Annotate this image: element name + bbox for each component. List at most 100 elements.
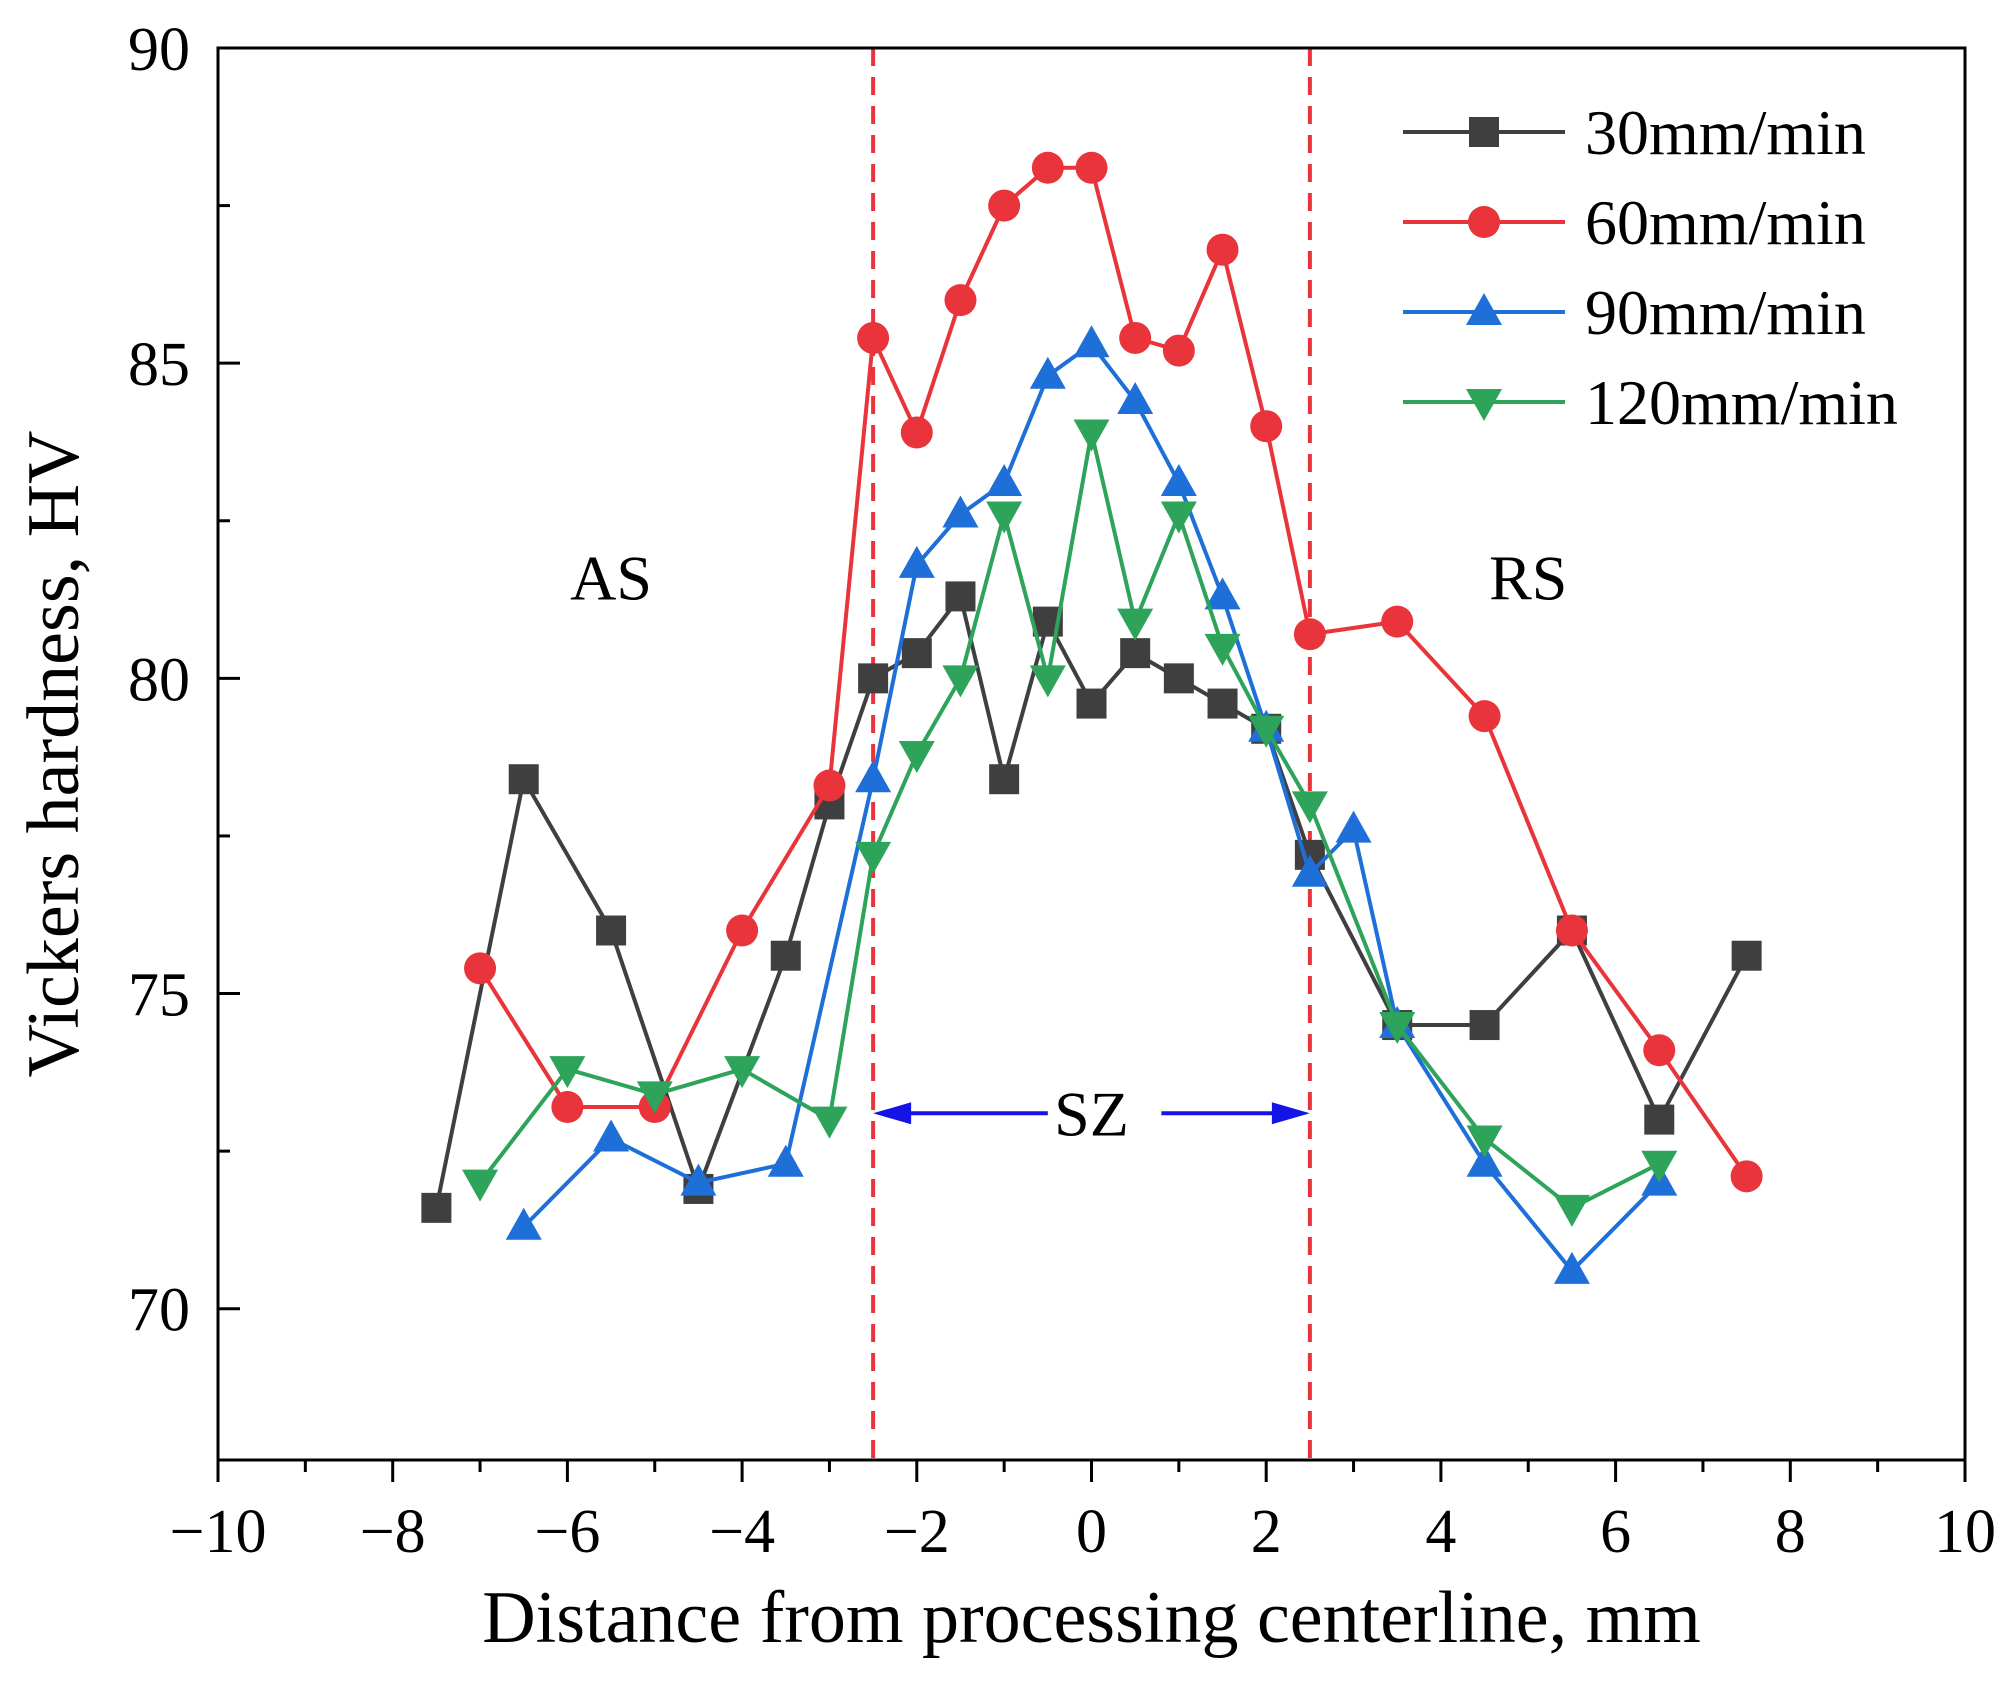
data-point	[1643, 1034, 1676, 1067]
data-point	[945, 581, 976, 612]
data-point	[900, 416, 933, 449]
legend-item: 120mm/min	[1403, 367, 1898, 438]
data-point	[857, 321, 890, 354]
legend-label: 30mm/min	[1585, 97, 1866, 168]
data-point	[1117, 382, 1154, 414]
data-point	[724, 1056, 761, 1089]
legend-item: 30mm/min	[1403, 97, 1866, 168]
data-point	[988, 189, 1021, 222]
y-tick-label: 90	[128, 16, 190, 84]
x-tick-label: 0	[1076, 1498, 1107, 1566]
annotation-sz: SZ	[1054, 1078, 1129, 1149]
data-point	[1553, 1194, 1590, 1227]
data-point	[680, 1163, 717, 1196]
data-point	[464, 952, 497, 985]
data-point	[1120, 638, 1151, 669]
annotation-as: AS	[570, 543, 652, 614]
data-point	[726, 914, 759, 947]
data-point	[551, 1091, 584, 1123]
data-point	[505, 1207, 542, 1240]
data-point	[1076, 688, 1107, 719]
y-tick-label: 70	[128, 1277, 190, 1345]
data-point	[549, 1056, 586, 1089]
data-point	[1468, 700, 1501, 733]
data-point	[1293, 618, 1326, 651]
data-point	[942, 665, 979, 698]
data-point	[1160, 501, 1197, 534]
data-point	[1206, 233, 1239, 266]
data-point	[767, 1144, 804, 1177]
x-tick-label: 4	[1425, 1498, 1456, 1566]
data-point	[1073, 325, 1110, 358]
data-point	[1381, 605, 1414, 638]
data-point	[944, 284, 977, 317]
data-point	[1335, 810, 1372, 843]
series-group	[421, 151, 1763, 1284]
data-point	[1555, 914, 1588, 947]
data-point	[1029, 665, 1066, 698]
data-point	[1730, 1160, 1763, 1193]
data-point	[1117, 608, 1154, 641]
data-point	[898, 545, 935, 578]
data-point	[1207, 688, 1238, 719]
data-point	[989, 764, 1020, 795]
legend-item: 60mm/min	[1403, 187, 1866, 258]
data-point	[1073, 419, 1110, 452]
data-point	[508, 764, 539, 795]
x-tick-label: −2	[884, 1498, 950, 1566]
data-point	[1469, 1010, 1500, 1041]
data-point	[1160, 463, 1197, 496]
x-axis-title: Distance from processing centerline, mm	[482, 1577, 1701, 1659]
data-point	[1553, 1251, 1590, 1284]
legend: 30mm/min 60mm/min 90mm/min 120mm/min	[1403, 97, 1898, 438]
data-point	[1031, 151, 1064, 184]
data-point	[1163, 663, 1194, 694]
series-1	[464, 151, 1763, 1193]
data-point	[770, 940, 801, 971]
data-point	[858, 663, 889, 694]
legend-label: 120mm/min	[1585, 367, 1898, 438]
data-point	[596, 915, 627, 946]
axis-ticks: −10 −8 −6 −4 −2 0 2 4 6 8 10 70 75 80 85 90	[128, 16, 1996, 1566]
legend-marker	[1468, 206, 1500, 238]
sz-arrow	[873, 1102, 1310, 1125]
data-point	[901, 638, 932, 669]
data-point	[1248, 715, 1285, 748]
sz-arrow-right-head	[1271, 1102, 1310, 1125]
data-point	[986, 463, 1023, 496]
data-point	[942, 495, 979, 528]
data-point	[1291, 791, 1328, 824]
x-tick-label: 6	[1600, 1498, 1631, 1566]
data-point	[1204, 633, 1241, 666]
legend-marker	[1466, 389, 1502, 421]
y-axis-title: Vickers hardness, HV	[13, 431, 95, 1078]
data-point	[1466, 1144, 1503, 1177]
x-tick-label: −6	[534, 1498, 600, 1566]
annotation-rs: RS	[1489, 543, 1567, 614]
legend-marker	[1466, 293, 1502, 325]
series-line	[522, 342, 1661, 1273]
x-tick-label: 8	[1775, 1498, 1806, 1566]
data-point	[813, 769, 846, 802]
sz-arrow-left-head	[873, 1102, 912, 1125]
x-tick-label: −10	[170, 1498, 267, 1566]
data-point	[1291, 854, 1328, 887]
x-tick-label: 10	[1934, 1498, 1996, 1566]
y-tick-label: 75	[128, 962, 190, 1030]
data-point	[1731, 940, 1762, 971]
data-point	[462, 1169, 499, 1202]
data-point	[1204, 577, 1241, 610]
data-point	[986, 501, 1023, 534]
legend-label: 60mm/min	[1585, 187, 1866, 258]
series-0	[421, 581, 1762, 1223]
data-point	[593, 1119, 630, 1152]
data-point	[1379, 1012, 1416, 1045]
data-point	[1466, 1125, 1503, 1158]
data-point	[1641, 1150, 1678, 1183]
series-line	[478, 430, 1661, 1210]
data-point	[1075, 151, 1108, 184]
x-tick-label: −4	[709, 1498, 775, 1566]
data-point	[1119, 321, 1152, 354]
